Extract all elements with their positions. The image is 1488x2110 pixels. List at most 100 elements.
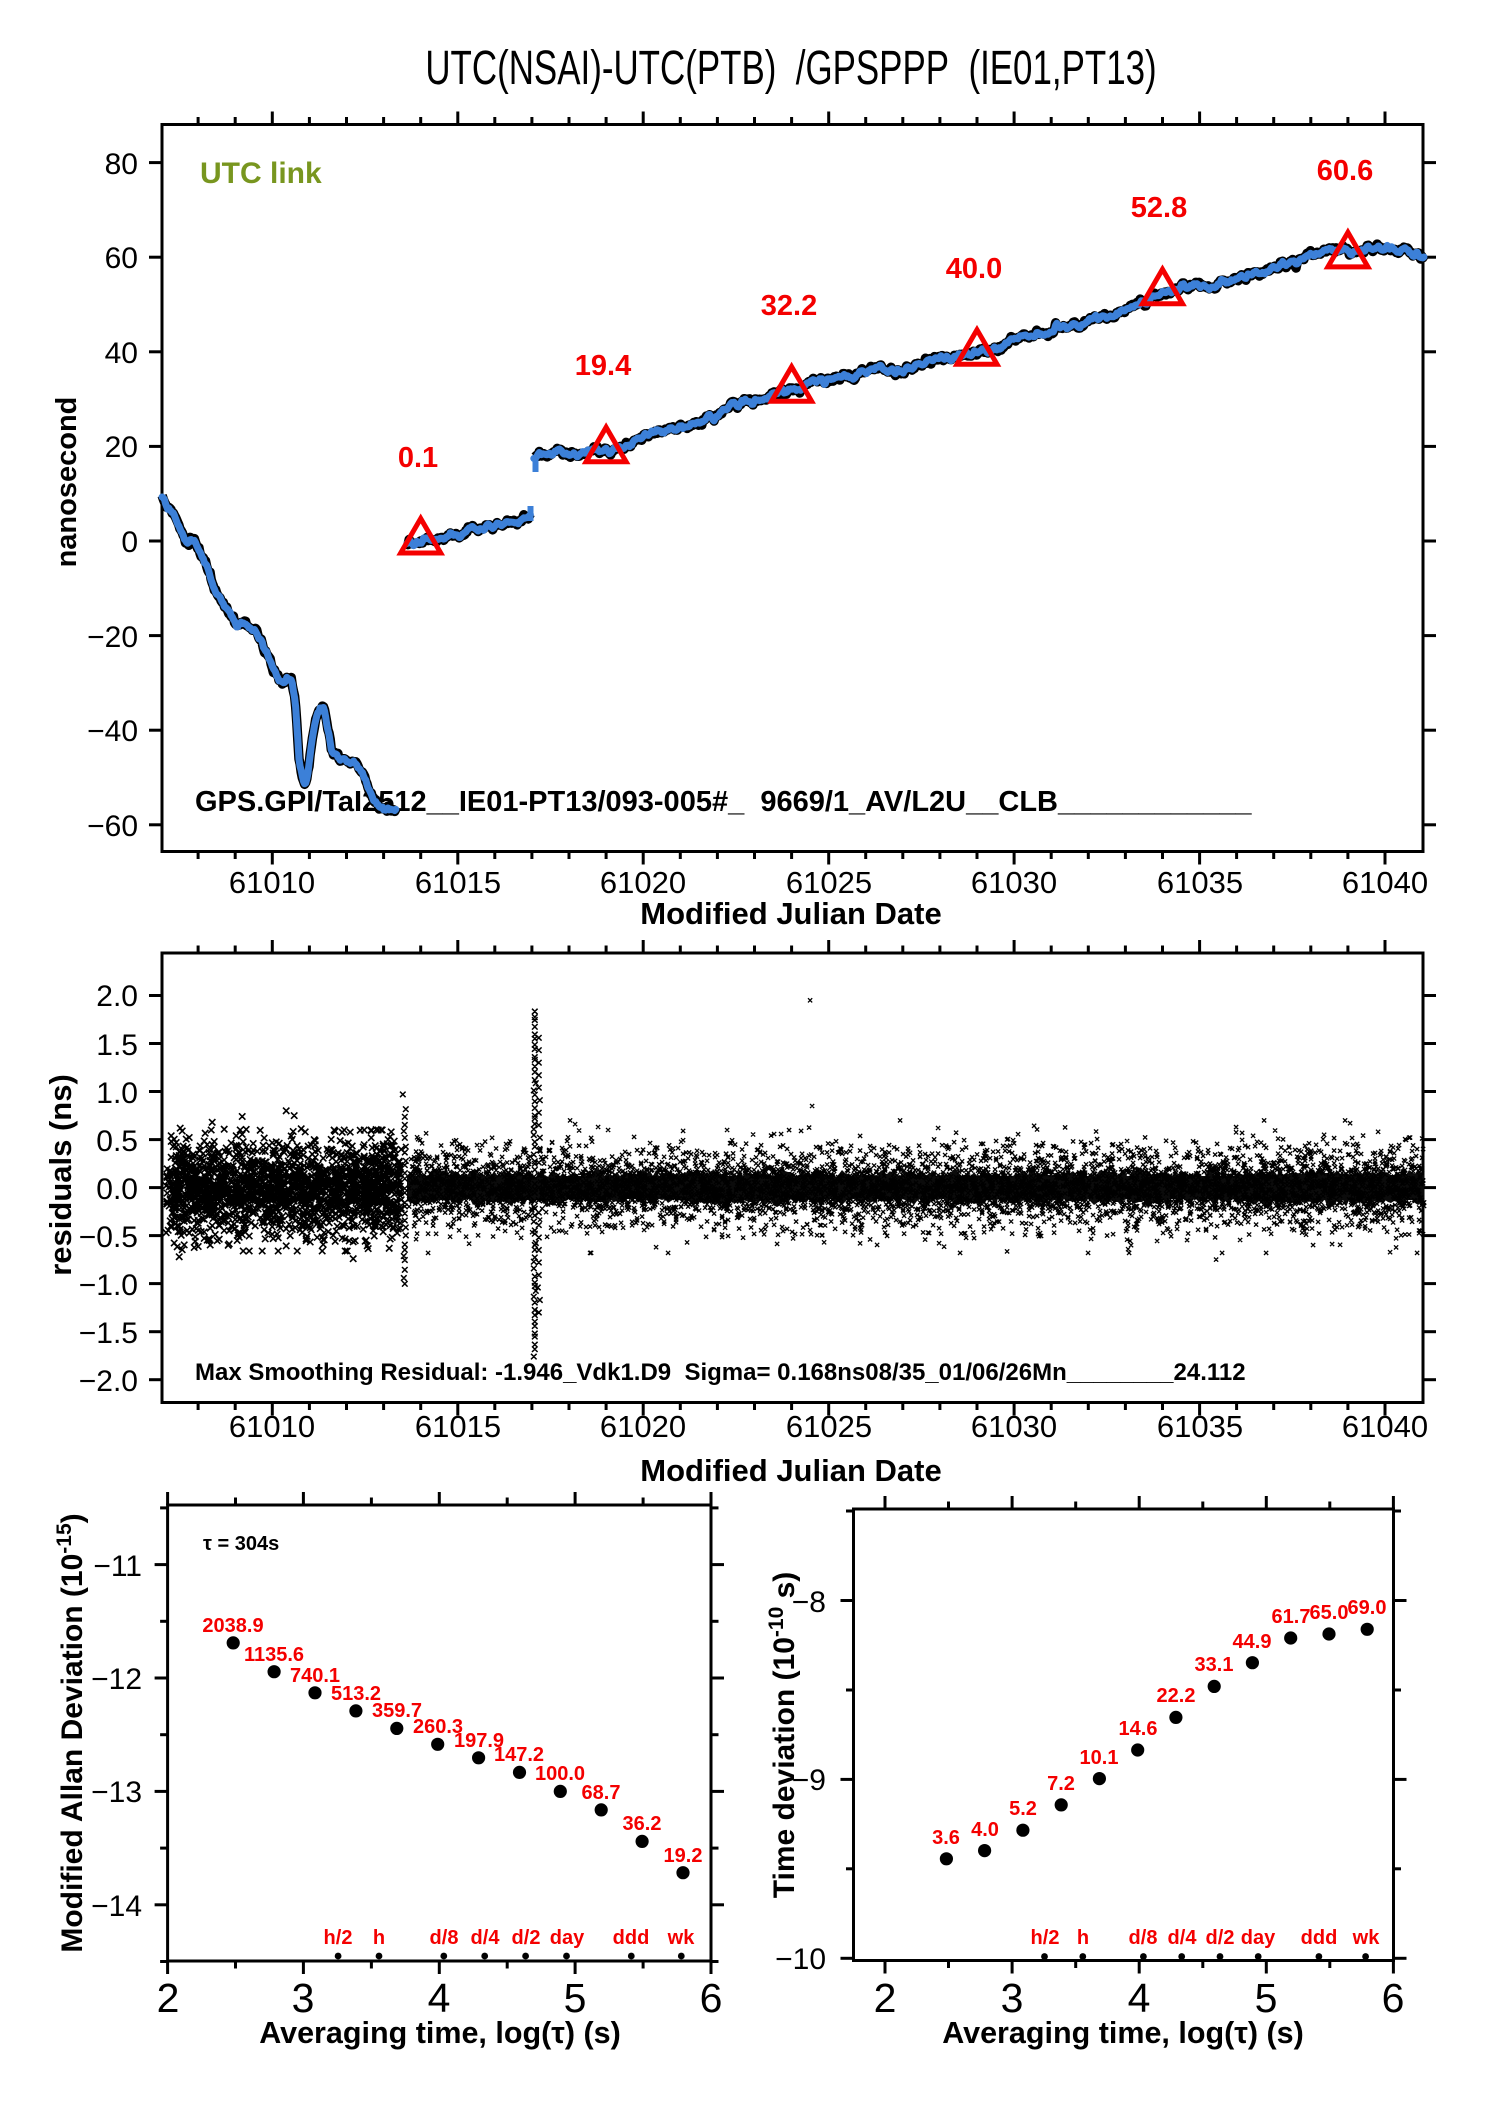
svg-text:d/2: d/2 — [1206, 1927, 1235, 1949]
svg-text:61015: 61015 — [415, 1409, 501, 1444]
svg-text:4: 4 — [428, 1975, 451, 2021]
svg-text:Averaging time, log(τ) (s): Averaging time, log(τ) (s) — [942, 2016, 1304, 2050]
svg-text:−8: −8 — [792, 1586, 826, 1619]
svg-text:3: 3 — [292, 1975, 315, 2021]
svg-text:−12: −12 — [91, 1663, 142, 1696]
svg-text:100.0: 100.0 — [535, 1763, 585, 1785]
svg-text:τ = 304s: τ = 304s — [203, 1533, 279, 1555]
svg-text:61025: 61025 — [786, 865, 872, 900]
svg-text:Modified Allan Deviation (10-1: Modified Allan Deviation (10-15) — [53, 1513, 89, 1952]
svg-text:260.3: 260.3 — [413, 1716, 463, 1738]
svg-text:5: 5 — [564, 1975, 587, 2021]
svg-text:Averaging time, log(τ) (s): Averaging time, log(τ) (s) — [259, 2016, 621, 2050]
svg-text:61035: 61035 — [1157, 865, 1243, 900]
svg-text:61030: 61030 — [971, 1409, 1057, 1444]
svg-text:61035: 61035 — [1157, 1409, 1243, 1444]
svg-text:d/4: d/4 — [1168, 1927, 1198, 1949]
svg-text:−1.0: −1.0 — [79, 1269, 138, 1302]
svg-text:33.1: 33.1 — [1195, 1654, 1234, 1676]
svg-text:UTC link: UTC link — [200, 157, 322, 190]
svg-text:Max Smoothing Residual: -1.946: Max Smoothing Residual: -1.946_Vdk1.D9 S… — [195, 1359, 1246, 1386]
svg-text:197.9: 197.9 — [454, 1730, 504, 1752]
svg-text:740.1: 740.1 — [290, 1665, 340, 1687]
svg-text:0.1: 0.1 — [398, 442, 438, 474]
svg-text:65.0: 65.0 — [1310, 1602, 1349, 1624]
svg-text:d/8: d/8 — [1129, 1927, 1158, 1949]
svg-text:4: 4 — [1128, 1975, 1151, 2021]
svg-text:61025: 61025 — [786, 1409, 872, 1444]
svg-text:Time deviation (10-10 s): Time deviation (10-10 s) — [765, 1572, 801, 1899]
svg-text:14.6: 14.6 — [1119, 1718, 1158, 1740]
svg-text:40.0: 40.0 — [946, 253, 1002, 285]
svg-text:61040: 61040 — [1342, 865, 1428, 900]
svg-text:61015: 61015 — [415, 865, 501, 900]
svg-text:5.2: 5.2 — [1009, 1798, 1037, 1820]
svg-text:513.2: 513.2 — [331, 1683, 381, 1705]
svg-text:80: 80 — [105, 148, 138, 181]
svg-text:2: 2 — [157, 1975, 180, 2021]
svg-text:0: 0 — [121, 526, 138, 559]
svg-text:day: day — [1241, 1927, 1276, 1949]
svg-text:h: h — [373, 1927, 385, 1949]
svg-text:4.0: 4.0 — [971, 1819, 999, 1841]
svg-text:−2.0: −2.0 — [79, 1365, 138, 1398]
svg-text:2: 2 — [874, 1975, 897, 2021]
svg-text:61.7: 61.7 — [1272, 1606, 1311, 1628]
svg-text:1135.6: 1135.6 — [244, 1644, 304, 1666]
svg-text:−14: −14 — [91, 1890, 142, 1923]
svg-text:36.2: 36.2 — [623, 1813, 662, 1835]
svg-text:day: day — [550, 1927, 585, 1949]
svg-text:h/2: h/2 — [324, 1927, 353, 1949]
svg-text:ddd: ddd — [613, 1927, 650, 1949]
svg-text:GPS.GPI/TaI2512__IE01-PT13/093: GPS.GPI/TaI2512__IE01-PT13/093-005#_ 966… — [195, 786, 1252, 818]
svg-text:2.0: 2.0 — [96, 980, 138, 1013]
svg-text:61030: 61030 — [971, 865, 1057, 900]
svg-text:−11: −11 — [93, 1550, 142, 1583]
svg-text:ddd: ddd — [1301, 1927, 1338, 1949]
svg-text:10.1: 10.1 — [1080, 1747, 1119, 1769]
svg-text:1.0: 1.0 — [96, 1077, 138, 1110]
svg-text:−1.5: −1.5 — [79, 1317, 138, 1350]
svg-text:nanosecond: nanosecond — [51, 397, 83, 568]
svg-text:6: 6 — [1382, 1975, 1405, 2021]
svg-text:19.4: 19.4 — [575, 350, 631, 382]
svg-text:wk: wk — [1352, 1927, 1381, 1949]
svg-text:22.2: 22.2 — [1157, 1685, 1196, 1707]
svg-text:1.5: 1.5 — [96, 1029, 138, 1062]
svg-text:−10: −10 — [775, 1943, 826, 1976]
svg-text:3: 3 — [1001, 1975, 1024, 2021]
svg-text:wk: wk — [667, 1927, 696, 1949]
svg-text:5: 5 — [1255, 1975, 1278, 2021]
svg-text:61020: 61020 — [600, 1409, 686, 1444]
svg-text:−20: −20 — [87, 621, 138, 654]
svg-text:61010: 61010 — [229, 865, 315, 900]
svg-text:3.6: 3.6 — [932, 1827, 960, 1849]
svg-text:d/2: d/2 — [512, 1927, 541, 1949]
svg-text:32.2: 32.2 — [761, 290, 817, 322]
svg-text:7.2: 7.2 — [1047, 1773, 1075, 1795]
svg-text:d/4: d/4 — [471, 1927, 501, 1949]
svg-text:−40: −40 — [87, 715, 138, 748]
svg-text:−9: −9 — [792, 1764, 826, 1797]
svg-text:UTC(NSAI)-UTC(PTB) /GPSPPP (: UTC(NSAI)-UTC(PTB) /GPSPPP (IE01,PT13) — [425, 40, 1156, 94]
svg-text:20: 20 — [105, 431, 138, 464]
svg-text:147.2: 147.2 — [494, 1744, 544, 1766]
svg-text:2038.9: 2038.9 — [202, 1615, 263, 1637]
svg-text:61040: 61040 — [1342, 1409, 1428, 1444]
svg-text:h: h — [1077, 1927, 1089, 1949]
svg-text:61020: 61020 — [600, 865, 686, 900]
svg-text:d/8: d/8 — [430, 1927, 459, 1949]
svg-text:52.8: 52.8 — [1131, 192, 1187, 224]
svg-text:0.5: 0.5 — [96, 1125, 138, 1158]
svg-text:61010: 61010 — [229, 1409, 315, 1444]
svg-text:6: 6 — [700, 1975, 723, 2021]
svg-text:68.7: 68.7 — [582, 1782, 621, 1804]
svg-text:Modified Julian Date: Modified Julian Date — [640, 1453, 941, 1488]
svg-text:−13: −13 — [91, 1776, 142, 1809]
svg-text:−60: −60 — [87, 810, 138, 843]
svg-text:359.7: 359.7 — [372, 1700, 422, 1722]
svg-text:44.9: 44.9 — [1233, 1631, 1272, 1653]
svg-text:40: 40 — [105, 337, 138, 370]
svg-text:residuals (ns): residuals (ns) — [43, 1074, 78, 1276]
svg-text:h/2: h/2 — [1031, 1927, 1060, 1949]
